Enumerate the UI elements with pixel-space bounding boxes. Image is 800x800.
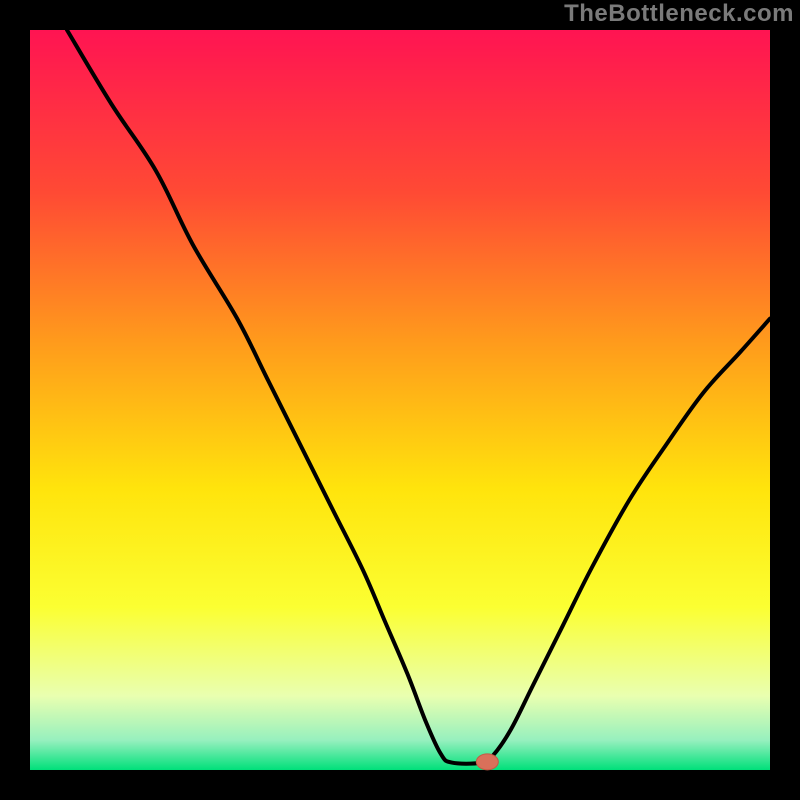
bottleneck-chart <box>0 0 800 800</box>
optimum-marker <box>476 754 498 770</box>
chart-stage: TheBottleneck.com <box>0 0 800 800</box>
